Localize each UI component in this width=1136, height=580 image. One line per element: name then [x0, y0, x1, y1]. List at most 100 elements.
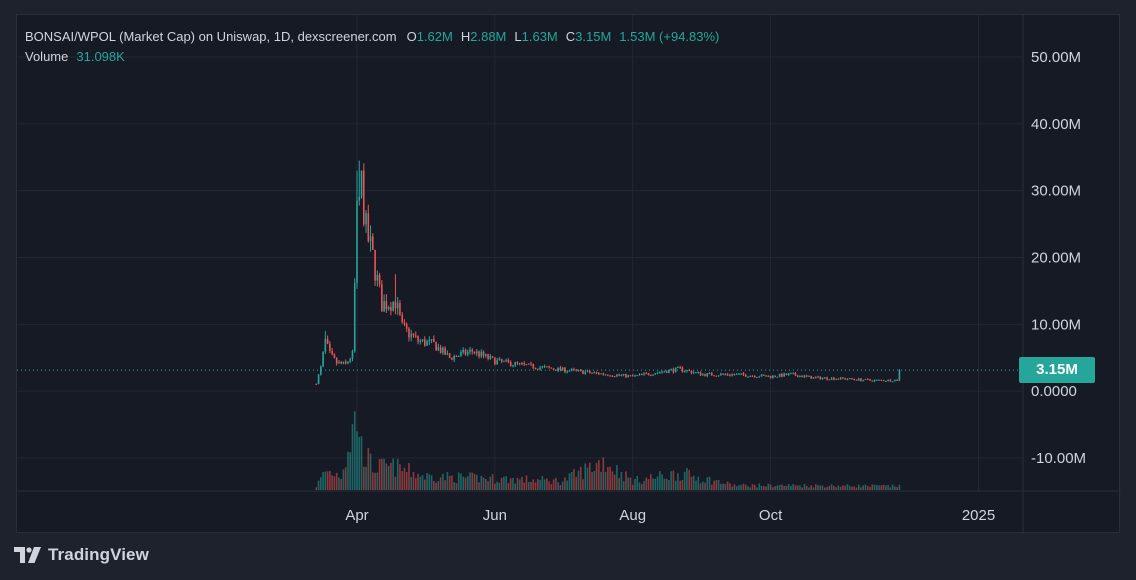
volume-bar: [846, 484, 849, 490]
candle-body: [846, 379, 849, 381]
candle-body: [426, 341, 428, 346]
candle-body: [412, 333, 415, 336]
candle-body: [575, 369, 578, 371]
symbol-title[interactable]: BONSAI/WPOL (Market Cap) on Uniswap, 1D,…: [25, 29, 397, 44]
candle-body: [627, 375, 629, 378]
candle-body: [704, 374, 706, 377]
volume-bar: [410, 477, 413, 490]
candle-body: [602, 373, 605, 375]
candle-body: [584, 371, 587, 374]
candle-body: [494, 357, 496, 365]
volume-bar: [516, 477, 519, 490]
volume-bar: [426, 473, 428, 490]
volume-bar: [546, 478, 548, 490]
volume-bar: [720, 483, 722, 490]
candle-body: [473, 351, 476, 354]
volume-bar: [324, 471, 327, 490]
candle-body: [435, 342, 437, 351]
volume-bar: [399, 464, 401, 490]
volume-bar: [537, 478, 539, 490]
chart-panel[interactable]: 50.00M 40.00M 30.00M 20.00M 10.00M 0.0000 -10.…: [16, 14, 1121, 534]
volume-bar: [485, 479, 487, 490]
candle-body: [365, 213, 367, 225]
volume-bar: [713, 480, 715, 490]
candle-body: [362, 170, 365, 225]
candle-body: [613, 376, 616, 378]
volume-bar: [661, 474, 663, 490]
candle-body: [692, 372, 695, 374]
volume-bar: [677, 473, 679, 490]
volume-bar: [532, 479, 535, 490]
candle-body: [740, 373, 742, 375]
candle-body: [665, 371, 668, 373]
y-tick-label: 20.00M: [1031, 250, 1081, 267]
volume-bar: [448, 475, 451, 490]
tradingview-logo-icon: [14, 547, 41, 563]
candle-body: [396, 302, 399, 309]
chart-canvas[interactable]: 50.00M 40.00M 30.00M 20.00M 10.00M 0.0000 -10.…: [17, 15, 1121, 534]
volume-bar: [573, 469, 575, 490]
volume-bar: [550, 484, 553, 490]
volume-bar: [360, 436, 363, 490]
candle-body: [814, 377, 817, 379]
volume-bar: [695, 480, 697, 490]
volume-label[interactable]: Volume: [25, 49, 69, 64]
low-value: 1.63M: [521, 29, 558, 44]
candle-body: [742, 373, 745, 375]
volume-bar: [656, 476, 659, 490]
volume-bar: [833, 485, 835, 490]
candle-body: [622, 374, 625, 376]
candle-body: [738, 373, 740, 375]
volume-bar: [480, 475, 483, 490]
chart-legend: BONSAI/WPOL (Market Cap) on Uniswap, 1D,…: [25, 27, 719, 67]
volume-bar: [320, 477, 322, 490]
candle-body: [573, 369, 575, 371]
volume-bar: [582, 479, 584, 490]
volume-bar: [586, 467, 589, 490]
candle-body: [769, 375, 772, 378]
candle-body: [636, 375, 639, 377]
volume-bar: [708, 476, 711, 490]
candle-body: [830, 377, 833, 380]
candle-body: [471, 349, 474, 352]
tradingview-brand[interactable]: TradingView: [14, 545, 149, 565]
volume-bar: [317, 480, 320, 490]
candle-body: [833, 377, 835, 380]
volume-bar: [555, 477, 557, 490]
volume-bar: [353, 411, 356, 490]
volume-bar: [851, 486, 853, 490]
candle-body: [374, 249, 376, 281]
volume-bar: [521, 476, 523, 490]
volume-bar: [505, 476, 507, 490]
candle-body: [790, 373, 792, 375]
candle-body: [885, 380, 887, 382]
x-axis[interactable]: Apr Jun Aug Oct 2025: [345, 507, 995, 524]
volume-bar: [817, 485, 819, 490]
volume-bar: [665, 478, 668, 490]
volume-bar: [593, 471, 596, 490]
candle-body: [360, 170, 363, 198]
volume-bar: [663, 478, 666, 490]
candle-body: [317, 374, 320, 385]
volume-bar: [765, 486, 767, 490]
candle-body: [690, 370, 693, 374]
volume-bar: [514, 483, 516, 490]
x-tick-label: Oct: [759, 507, 783, 524]
y-axis[interactable]: 50.00M 40.00M 30.00M 20.00M 10.00M 0.0000 -10.…: [1031, 49, 1086, 467]
candle-body: [421, 339, 424, 341]
candle-body: [681, 367, 684, 372]
close-value: 3.15M: [575, 29, 612, 44]
candle-body: [873, 380, 876, 382]
candle-body: [509, 361, 512, 367]
volume-bar: [482, 477, 485, 490]
volume-bar: [518, 479, 521, 490]
volume-bar: [744, 484, 747, 490]
candle-body: [500, 358, 503, 362]
candle-body: [489, 356, 492, 359]
volume-bar: [760, 485, 763, 490]
volume-bar: [830, 484, 833, 490]
candle-body: [810, 375, 813, 379]
candle-body: [878, 379, 880, 381]
candle-body: [650, 374, 652, 376]
